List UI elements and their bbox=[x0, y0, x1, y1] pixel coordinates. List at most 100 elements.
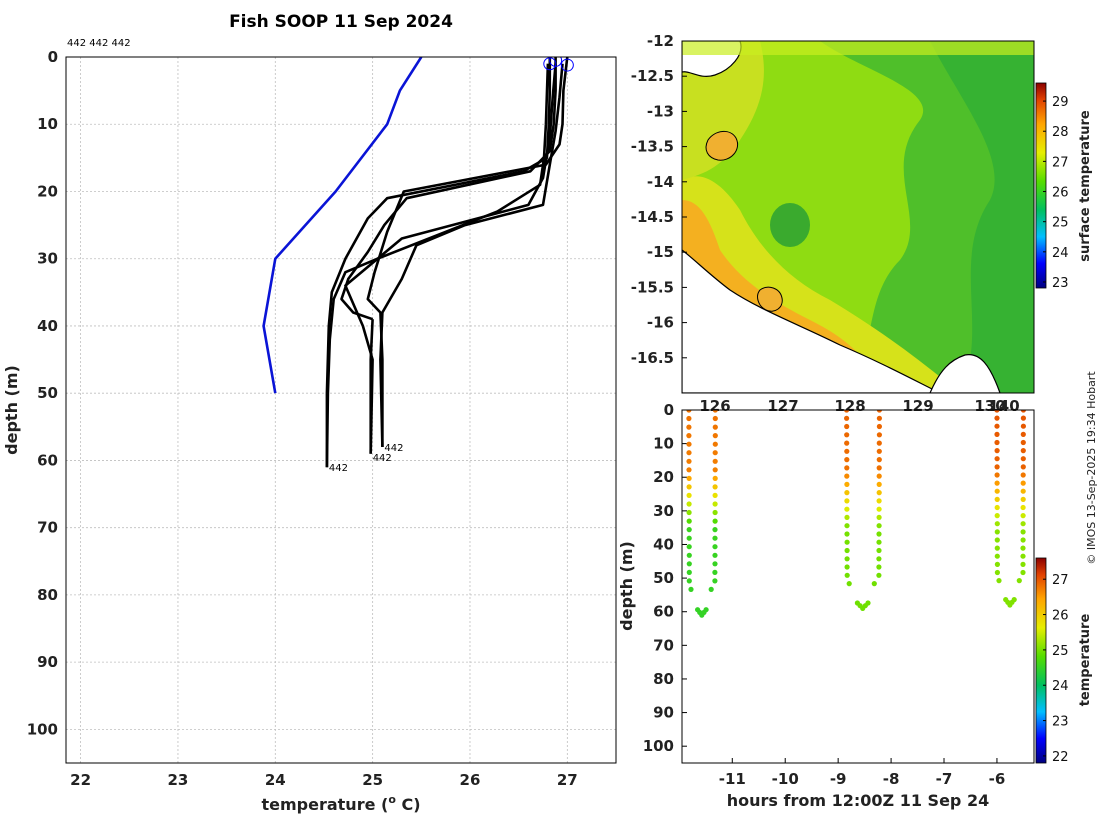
td-point bbox=[686, 415, 692, 422]
profile-y-axis-label: depth (m) bbox=[2, 365, 21, 455]
td-point bbox=[686, 475, 692, 481]
td-point bbox=[1020, 537, 1026, 543]
td-point bbox=[876, 490, 882, 496]
td-point bbox=[1020, 431, 1026, 437]
td-point bbox=[686, 501, 692, 507]
td-point bbox=[1020, 553, 1026, 559]
td-point bbox=[688, 586, 694, 593]
temp-colorbar: 22 23 24 25 26 27 temperature bbox=[1035, 557, 1093, 765]
map-y-tick-label: -13 bbox=[647, 102, 674, 120]
td-point bbox=[994, 448, 1000, 454]
td-point bbox=[686, 561, 692, 567]
td-axes-box bbox=[681, 409, 1035, 764]
profile-y-tick-label: 60 bbox=[37, 451, 58, 469]
td-point bbox=[712, 441, 718, 447]
td-point bbox=[686, 544, 692, 550]
td-point bbox=[994, 464, 1000, 470]
td-point bbox=[994, 431, 1000, 437]
profile-y-tick-label: 40 bbox=[37, 317, 58, 335]
td-point bbox=[712, 458, 718, 464]
profile-end-label: 442 bbox=[384, 443, 403, 454]
td-y-tick-label: 0 bbox=[664, 401, 674, 419]
td-point bbox=[1020, 569, 1026, 576]
td-point bbox=[844, 572, 850, 578]
td-point bbox=[1020, 410, 1026, 413]
td-point bbox=[994, 504, 1000, 511]
td-y-tick-label: 40 bbox=[653, 535, 674, 553]
td-point bbox=[871, 581, 877, 587]
td-point bbox=[686, 569, 692, 576]
td-point bbox=[844, 432, 850, 438]
td-point bbox=[876, 415, 883, 421]
td-point bbox=[712, 578, 718, 584]
td-point bbox=[1020, 480, 1026, 486]
profile-series-7 bbox=[379, 63, 564, 448]
profile-end-label: 442 bbox=[329, 463, 348, 474]
td-x-axis-label: hours from 12:00Z 11 Sep 24 bbox=[727, 791, 989, 810]
td-point bbox=[994, 456, 1000, 462]
td-point bbox=[994, 529, 1000, 535]
profile-y-tick-label: 50 bbox=[37, 384, 58, 402]
td-point bbox=[1020, 504, 1026, 511]
td-point bbox=[844, 506, 850, 512]
td-point bbox=[844, 448, 850, 454]
td-point bbox=[712, 410, 718, 413]
profile-y-tick-label: 80 bbox=[37, 586, 58, 604]
td-point bbox=[712, 509, 718, 516]
td-point bbox=[876, 556, 882, 562]
profile-y-tick-label: 90 bbox=[37, 653, 58, 671]
sst-colorbar-tick-label: 27 bbox=[1052, 155, 1069, 170]
td-point bbox=[1020, 472, 1026, 478]
td-point bbox=[686, 492, 692, 498]
td-point bbox=[994, 439, 1000, 446]
td-point bbox=[994, 553, 1000, 559]
td-point bbox=[712, 501, 718, 507]
td-point bbox=[876, 547, 882, 554]
td-point bbox=[1020, 464, 1026, 470]
td-y-tick-label: 30 bbox=[653, 502, 674, 520]
map-x-tick-label: 129 bbox=[902, 397, 933, 415]
td-point bbox=[712, 552, 718, 558]
profile-tick-labels: 22 23 24 25 26 27 0 10 20 30 40 50 60 70 80 90 100 bbox=[27, 48, 578, 789]
profile-axes-box bbox=[65, 56, 617, 764]
td-point bbox=[1020, 423, 1026, 429]
td-point bbox=[712, 433, 718, 439]
td-y-axis-label: depth (m) bbox=[617, 541, 636, 631]
sst-colorbar-tick-label: 23 bbox=[1052, 276, 1069, 291]
map-y-tick-label: -14 bbox=[647, 173, 674, 191]
map-x-tick-label: 140 bbox=[988, 397, 1019, 415]
td-point bbox=[994, 415, 1000, 421]
map-cast-marker bbox=[530, 228, 541, 239]
td-point bbox=[844, 531, 850, 537]
td-x-tick-label: -6 bbox=[989, 770, 1006, 788]
td-x-tick-label: -9 bbox=[830, 770, 847, 788]
profile-y-tick-label: 20 bbox=[37, 182, 58, 200]
temp-colorbar-tick-label: 27 bbox=[1052, 573, 1069, 588]
td-point bbox=[844, 547, 850, 554]
td-point bbox=[994, 561, 1001, 568]
profile-x-tick-label: 26 bbox=[460, 771, 481, 789]
td-point bbox=[994, 496, 1000, 502]
td-point bbox=[1011, 597, 1017, 603]
td-y-tick-label: 80 bbox=[653, 670, 674, 688]
td-point bbox=[844, 564, 850, 570]
td-point bbox=[686, 484, 692, 490]
td-point bbox=[876, 423, 883, 430]
profile-series-5 bbox=[344, 63, 557, 454]
temp-colorbar-tick-label: 26 bbox=[1052, 609, 1069, 624]
profile-grid bbox=[66, 56, 616, 763]
td-point bbox=[712, 544, 718, 550]
profile-series-6 bbox=[366, 57, 569, 447]
td-point bbox=[712, 450, 718, 456]
td-point bbox=[876, 539, 882, 545]
td-point bbox=[686, 509, 692, 516]
td-point bbox=[994, 472, 1000, 478]
td-point bbox=[1020, 488, 1026, 494]
td-point bbox=[994, 410, 1000, 413]
td-point bbox=[876, 481, 882, 487]
td-x-tick-label: -7 bbox=[936, 770, 953, 788]
td-points bbox=[686, 410, 1026, 618]
map-y-tick-label: -16 bbox=[647, 314, 674, 332]
td-point bbox=[844, 473, 850, 479]
